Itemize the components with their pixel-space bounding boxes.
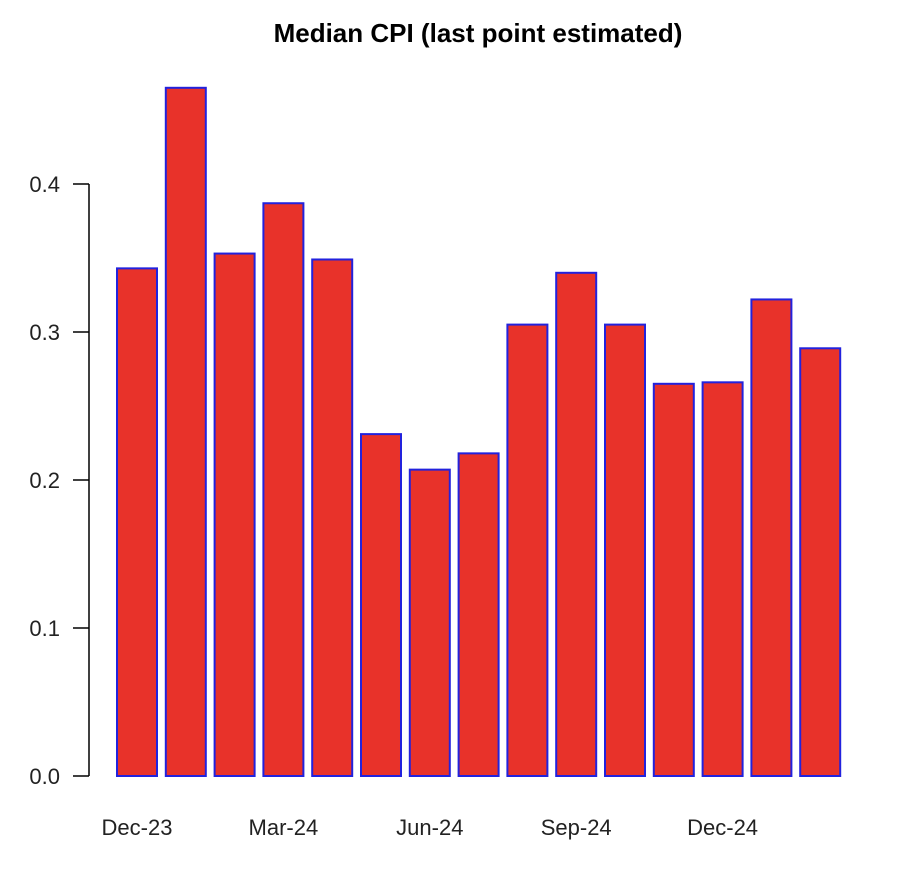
y-tick-label: 0.4 <box>29 172 60 197</box>
y-tick-label: 0.0 <box>29 764 60 789</box>
x-tick-label: Mar-24 <box>249 815 319 840</box>
bar-mar-24 <box>262 202 305 778</box>
bar-oct-24 <box>604 323 646 777</box>
bar-feb-25 <box>799 347 842 777</box>
y-tick-label: 0.1 <box>29 616 60 641</box>
chart-title: Median CPI (last point estimated) <box>274 18 683 48</box>
x-tick-label: Sep-24 <box>541 815 612 840</box>
bar-jun-24 <box>408 468 451 777</box>
bar-may-24 <box>360 433 402 777</box>
y-axis: 0.0 0.1 0.2 0.3 0.4 <box>29 172 90 789</box>
x-tick-label: Dec-23 <box>102 815 173 840</box>
bar-sep-24 <box>555 271 598 777</box>
bar-dec-24 <box>701 381 744 777</box>
bar-jul-24 <box>457 452 500 777</box>
x-tick-label: Dec-24 <box>687 815 758 840</box>
y-tick-label: 0.2 <box>29 468 60 493</box>
bar-dec-23 <box>116 267 158 777</box>
bar-apr-24 <box>311 258 354 778</box>
bar-jan-25 <box>750 298 793 777</box>
x-axis: Dec-23 Mar-24 Jun-24 Sep-24 Dec-24 <box>102 815 759 840</box>
bar-aug-24 <box>506 323 549 777</box>
bar-nov-24 <box>652 382 695 777</box>
x-tick-label: Jun-24 <box>396 815 463 840</box>
y-tick-label: 0.3 <box>29 320 60 345</box>
bar-jan-24 <box>164 86 207 778</box>
bars-group <box>116 86 842 778</box>
bar-feb-24 <box>213 252 256 777</box>
